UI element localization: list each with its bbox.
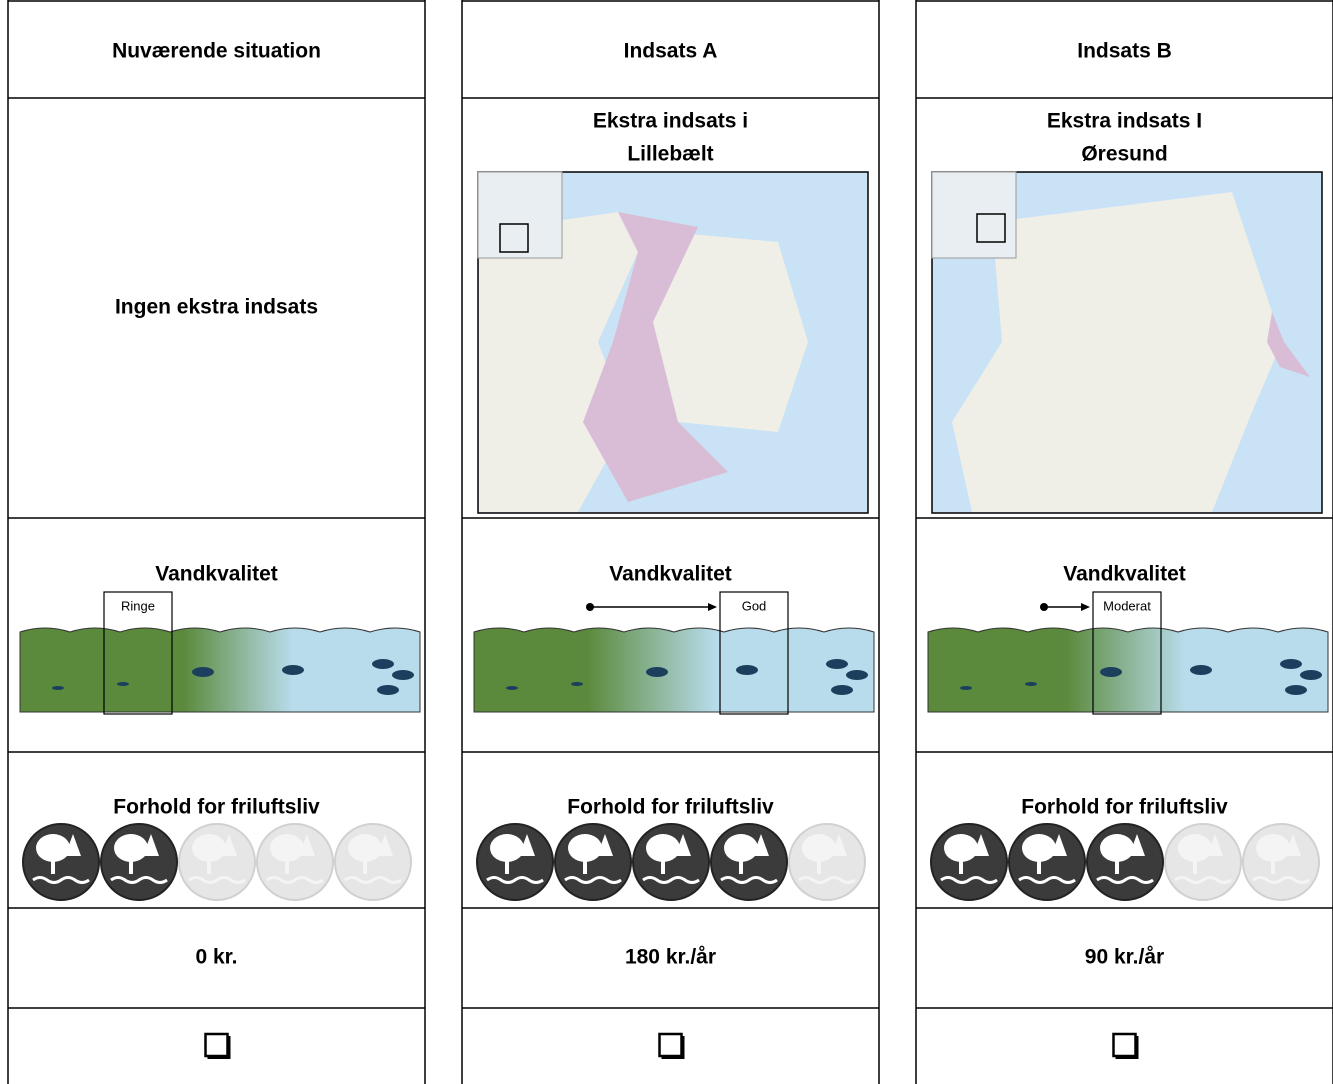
price: 90 kr./år [1085, 946, 1164, 969]
quality-title: Vandkvalitet [609, 563, 732, 586]
map [477, 171, 869, 514]
quality-label: Ringe [121, 598, 155, 613]
recreation-title: Forhold for friluftsliv [1021, 796, 1228, 819]
checkbox[interactable] [658, 1032, 683, 1058]
rating-icon [1242, 823, 1320, 901]
checkbox[interactable] [1112, 1032, 1137, 1058]
rating-icon [1008, 823, 1086, 901]
quality-marker [1092, 591, 1162, 715]
description: Ekstra indsats I [1047, 110, 1202, 133]
quality-marker [103, 591, 173, 715]
quality-label: Moderat [1103, 598, 1151, 613]
rating-icon [1086, 823, 1164, 901]
water [19, 627, 421, 713]
rating-icon [256, 823, 334, 901]
description: Ekstra indsats i [593, 110, 748, 133]
price: 180 kr./år [625, 946, 716, 969]
rating-icon [178, 823, 256, 901]
rating-icon [788, 823, 866, 901]
column: Nuværende situation Ingen ekstra indsats V… [7, 0, 426, 1084]
price: 0 kr. [195, 946, 237, 969]
column-header: Indsats A [624, 40, 718, 63]
quality-title: Vandkvalitet [1063, 563, 1186, 586]
description: Øresund [1081, 143, 1167, 166]
quality-title: Vandkvalitet [155, 563, 278, 586]
quality-label: God [742, 598, 767, 613]
column-header: Nuværende situation [112, 40, 321, 63]
column-header: Indsats B [1077, 40, 1172, 63]
map [931, 171, 1323, 514]
rating-icon [710, 823, 788, 901]
recreation-title: Forhold for friluftsliv [113, 796, 320, 819]
quality-marker [719, 591, 789, 715]
description: Ingen ekstra indsats [115, 296, 318, 319]
rating-icon [100, 823, 178, 901]
description: Lillebælt [627, 143, 713, 166]
rating-icon [1164, 823, 1242, 901]
column: Indsats B Ekstra indsats I Øresund Vandkval… [915, 0, 1333, 1084]
rating-icon [334, 823, 412, 901]
rating-icon [554, 823, 632, 901]
rating-icon [22, 823, 100, 901]
column: Indsats A Ekstra indsats i Lillebælt Vandkv… [461, 0, 880, 1084]
rating-icon [476, 823, 554, 901]
water [473, 627, 875, 713]
checkbox[interactable] [204, 1032, 229, 1058]
water [927, 627, 1329, 713]
rating-icon [930, 823, 1008, 901]
recreation-title: Forhold for friluftsliv [567, 796, 774, 819]
rating-icon [632, 823, 710, 901]
